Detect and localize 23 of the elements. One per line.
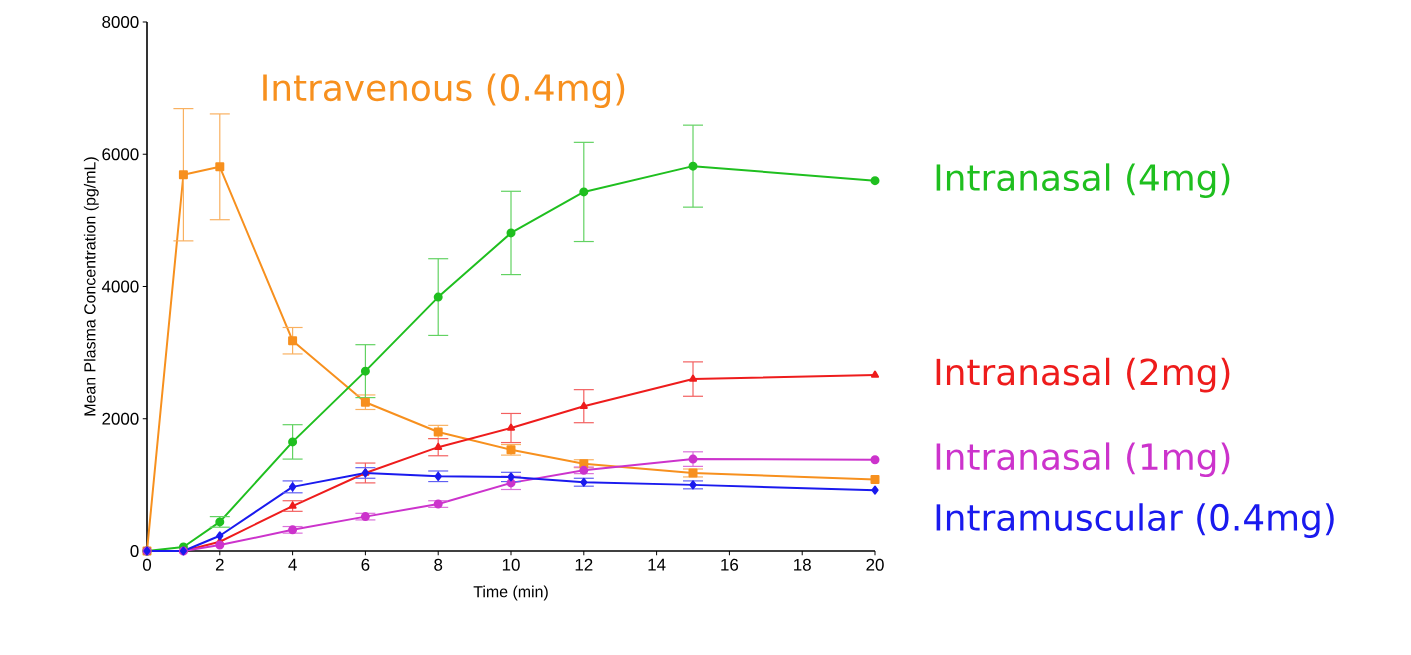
x-tick-label: 0	[142, 558, 152, 571]
x-tick-label: 18	[794, 558, 811, 571]
x-tick-label: 16	[721, 558, 739, 571]
y-tick-label: 4000	[101, 280, 139, 293]
x-tick-label: 4	[288, 558, 297, 571]
x-axis-title: Time (min)	[473, 585, 548, 601]
x-tick-label: 6	[361, 558, 370, 571]
y-axis-title: Mean Plasma Concentration (pg/mL)	[83, 157, 99, 416]
x-tick-label: 20	[866, 558, 884, 571]
series-label: Intranasal (1mg)	[936, 442, 1230, 478]
x-tick-label: 2	[215, 558, 224, 571]
y-tick-label: 6000	[102, 148, 139, 161]
y-tick-label: 2000	[102, 412, 139, 425]
x-tick-label: 8	[434, 558, 443, 571]
x-tick-label: 14	[648, 558, 666, 571]
x-tick-label: 12	[575, 558, 593, 571]
series-label: Intranasal (2mg)	[936, 357, 1230, 393]
y-tick-label: 8000	[102, 16, 139, 28]
y-tick-label: 0	[130, 545, 139, 557]
x-tick-label: 10	[502, 558, 520, 571]
series-label: Intravenous (0.4mg)	[263, 73, 625, 109]
series-label: Intramuscular (0.4mg)	[936, 503, 1334, 538]
series-label: Intranasal (4mg)	[936, 163, 1230, 199]
